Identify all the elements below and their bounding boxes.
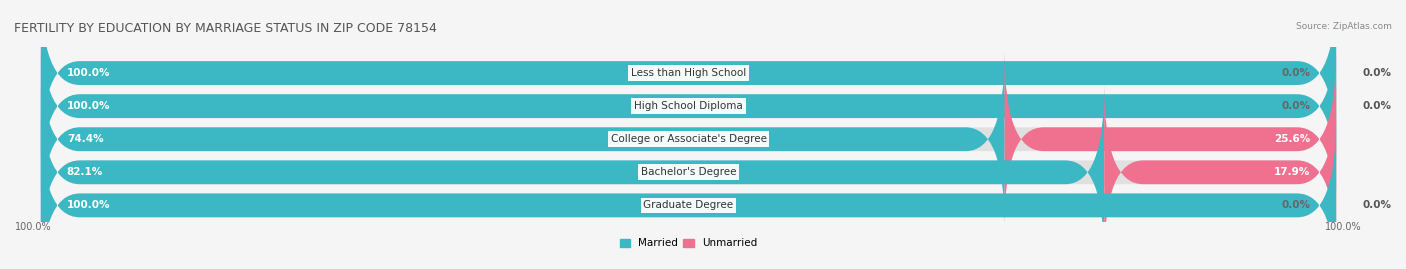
FancyBboxPatch shape <box>41 19 1336 193</box>
Text: 25.6%: 25.6% <box>1274 134 1310 144</box>
Text: FERTILITY BY EDUCATION BY MARRIAGE STATUS IN ZIP CODE 78154: FERTILITY BY EDUCATION BY MARRIAGE STATU… <box>14 22 437 34</box>
Text: 100.0%: 100.0% <box>67 200 110 210</box>
Text: 100.0%: 100.0% <box>67 101 110 111</box>
FancyBboxPatch shape <box>41 52 1336 226</box>
Text: 0.0%: 0.0% <box>1362 101 1391 111</box>
FancyBboxPatch shape <box>41 19 1336 193</box>
FancyBboxPatch shape <box>41 85 1104 260</box>
FancyBboxPatch shape <box>1004 52 1336 226</box>
Text: Graduate Degree: Graduate Degree <box>644 200 734 210</box>
Text: 100.0%: 100.0% <box>1326 222 1362 232</box>
Text: 0.0%: 0.0% <box>1281 68 1310 78</box>
FancyBboxPatch shape <box>41 85 1336 260</box>
Text: 0.0%: 0.0% <box>1281 101 1310 111</box>
FancyBboxPatch shape <box>41 52 1004 226</box>
Legend: Married, Unmarried: Married, Unmarried <box>620 238 758 248</box>
FancyBboxPatch shape <box>1104 85 1336 260</box>
Text: Less than High School: Less than High School <box>631 68 747 78</box>
Text: High School Diploma: High School Diploma <box>634 101 742 111</box>
Text: Bachelor's Degree: Bachelor's Degree <box>641 167 737 177</box>
Text: 100.0%: 100.0% <box>67 68 110 78</box>
Text: 0.0%: 0.0% <box>1362 68 1391 78</box>
FancyBboxPatch shape <box>41 118 1336 269</box>
Text: College or Associate's Degree: College or Associate's Degree <box>610 134 766 144</box>
FancyBboxPatch shape <box>41 0 1336 160</box>
Text: 74.4%: 74.4% <box>67 134 104 144</box>
FancyBboxPatch shape <box>41 118 1336 269</box>
Text: 0.0%: 0.0% <box>1362 200 1391 210</box>
Text: Source: ZipAtlas.com: Source: ZipAtlas.com <box>1296 22 1392 30</box>
Text: 82.1%: 82.1% <box>67 167 103 177</box>
Text: 0.0%: 0.0% <box>1281 200 1310 210</box>
Text: 17.9%: 17.9% <box>1274 167 1310 177</box>
Text: 100.0%: 100.0% <box>15 222 52 232</box>
FancyBboxPatch shape <box>41 0 1336 160</box>
